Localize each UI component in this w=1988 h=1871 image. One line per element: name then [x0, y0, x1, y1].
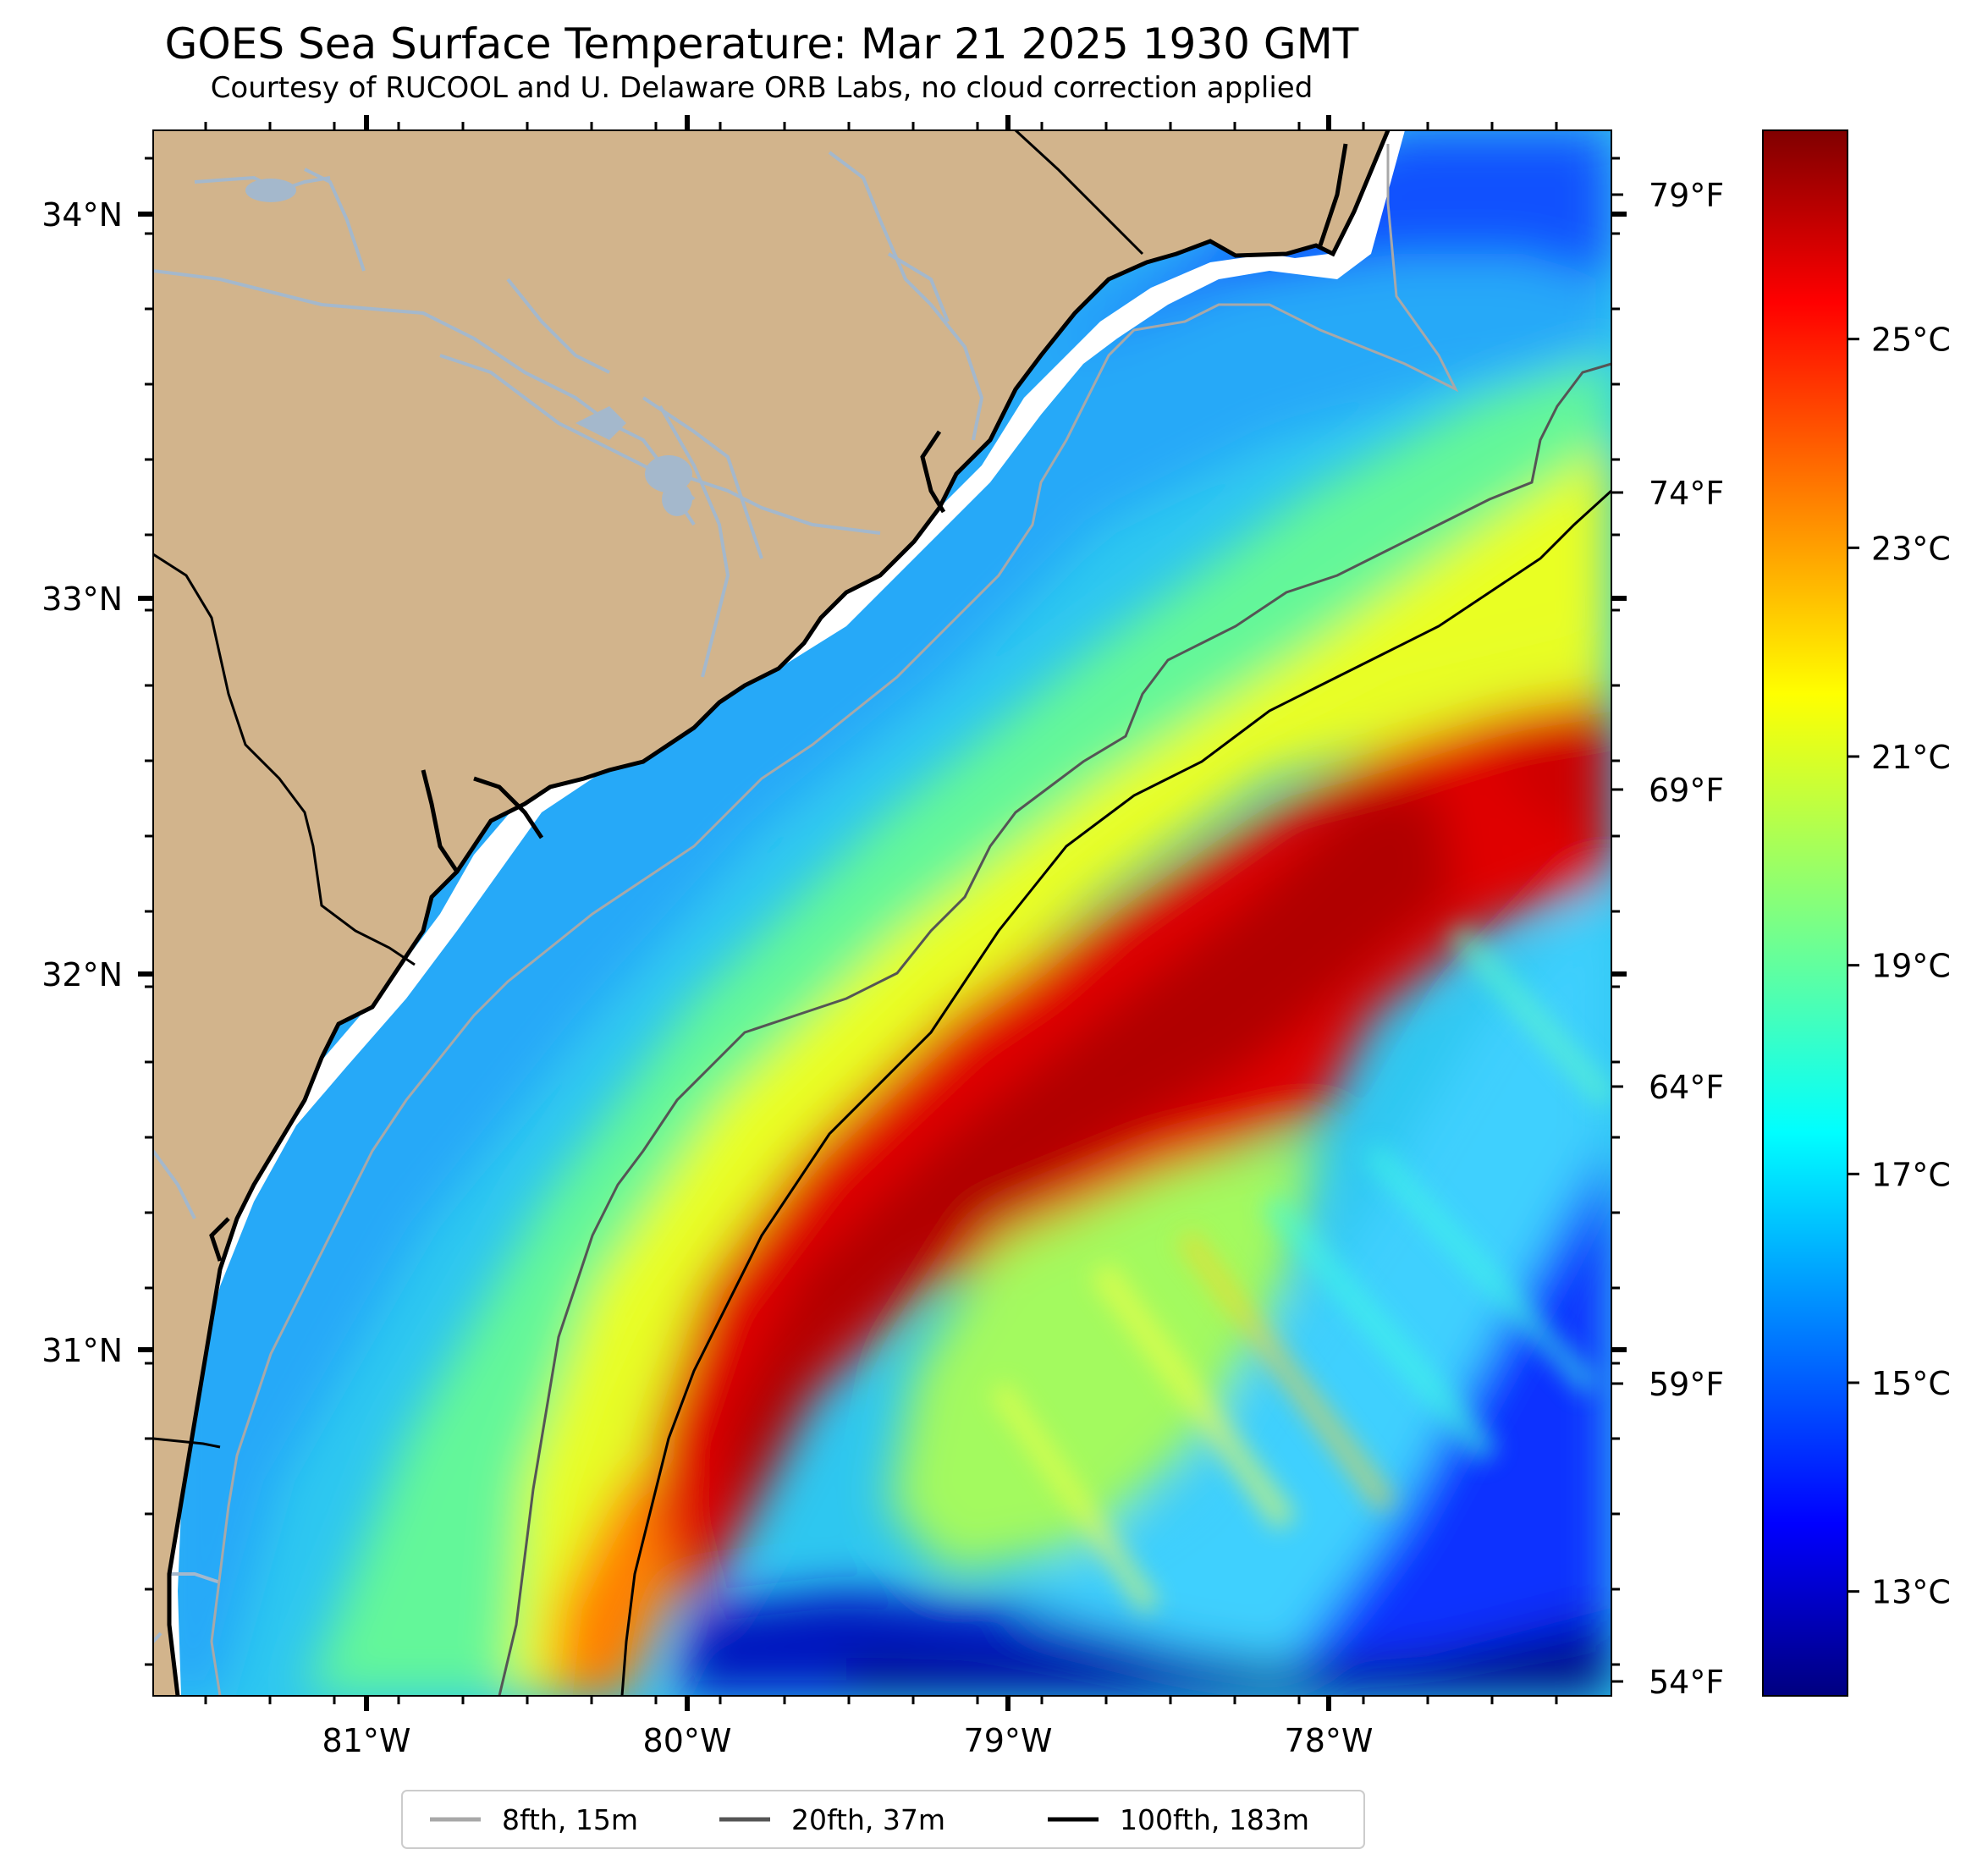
colorbar: 25°C 23°C 21°C 19°C 17°C 15°C 13°C [1762, 129, 1951, 1697]
isobath-20fth [498, 362, 1611, 1696]
fahrenheit-label: 79°F [1649, 177, 1724, 214]
fahrenheit-label: 64°F [1649, 1069, 1724, 1106]
map-frame [152, 129, 1612, 1697]
isobaths [210, 144, 1611, 1696]
lon-label: 81°W [322, 1722, 411, 1759]
colorbar-label: 13°C [1871, 1574, 1951, 1611]
chart-subtitle: Courtesy of RUCOOL and U. Delaware ORB L… [210, 71, 1313, 105]
legend-label-100fth: 100fth, 183m [1120, 1803, 1309, 1836]
lon-label: 79°W [964, 1722, 1053, 1759]
fahrenheit-label: 54°F [1649, 1664, 1724, 1701]
chart-title: GOES Sea Surface Temperature: Mar 21 202… [164, 19, 1359, 69]
lat-label: 33°N [41, 581, 123, 618]
land [153, 130, 1388, 1696]
colorbar-label: 21°C [1871, 739, 1951, 776]
colorbar-label: 25°C [1871, 322, 1951, 359]
isobath-100fth [620, 489, 1611, 1696]
colorbar-label: 15°C [1871, 1365, 1951, 1402]
minor-ticks [145, 122, 1620, 1704]
lon-label: 78°W [1285, 1722, 1374, 1759]
major-ticks [138, 115, 1627, 1711]
lat-labels: 34°N 33°N 32°N 31°N [41, 196, 123, 1369]
fahrenheit-label: 74°F [1649, 475, 1724, 512]
legend-box [401, 1790, 1365, 1849]
lat-label: 34°N [41, 196, 123, 234]
colorbar-gradient [1762, 129, 1848, 1697]
state-borders [153, 130, 1144, 1449]
lat-label: 31°N [41, 1332, 123, 1369]
fahrenheit-axis: 79°F 74°F 69°F 64°F 59°F 54°F [1611, 177, 1724, 1701]
isobath-8fth [210, 144, 1459, 1696]
coastline [167, 130, 1390, 1696]
colorbar-label: 23°C [1871, 530, 1951, 567]
colorbar-ticks: 25°C 23°C 21°C 19°C 17°C 15°C 13°C [1848, 322, 1951, 1611]
lat-label: 32°N [41, 956, 123, 993]
fahrenheit-label: 59°F [1649, 1366, 1724, 1403]
lon-label: 80°W [643, 1722, 732, 1759]
fahrenheit-label: 69°F [1649, 772, 1724, 809]
legend: 8fth, 15m 20fth, 37m 100fth, 183m [401, 1790, 1365, 1849]
legend-label-8fth: 8fth, 15m [502, 1803, 638, 1836]
colorbar-label: 17°C [1871, 1156, 1951, 1193]
colorbar-label: 19°C [1871, 948, 1951, 985]
reservoirs [245, 179, 692, 516]
legend-label-20fth: 20fth, 37m [791, 1803, 945, 1836]
lon-labels: 81°W 80°W 79°W 78°W [322, 1722, 1374, 1759]
